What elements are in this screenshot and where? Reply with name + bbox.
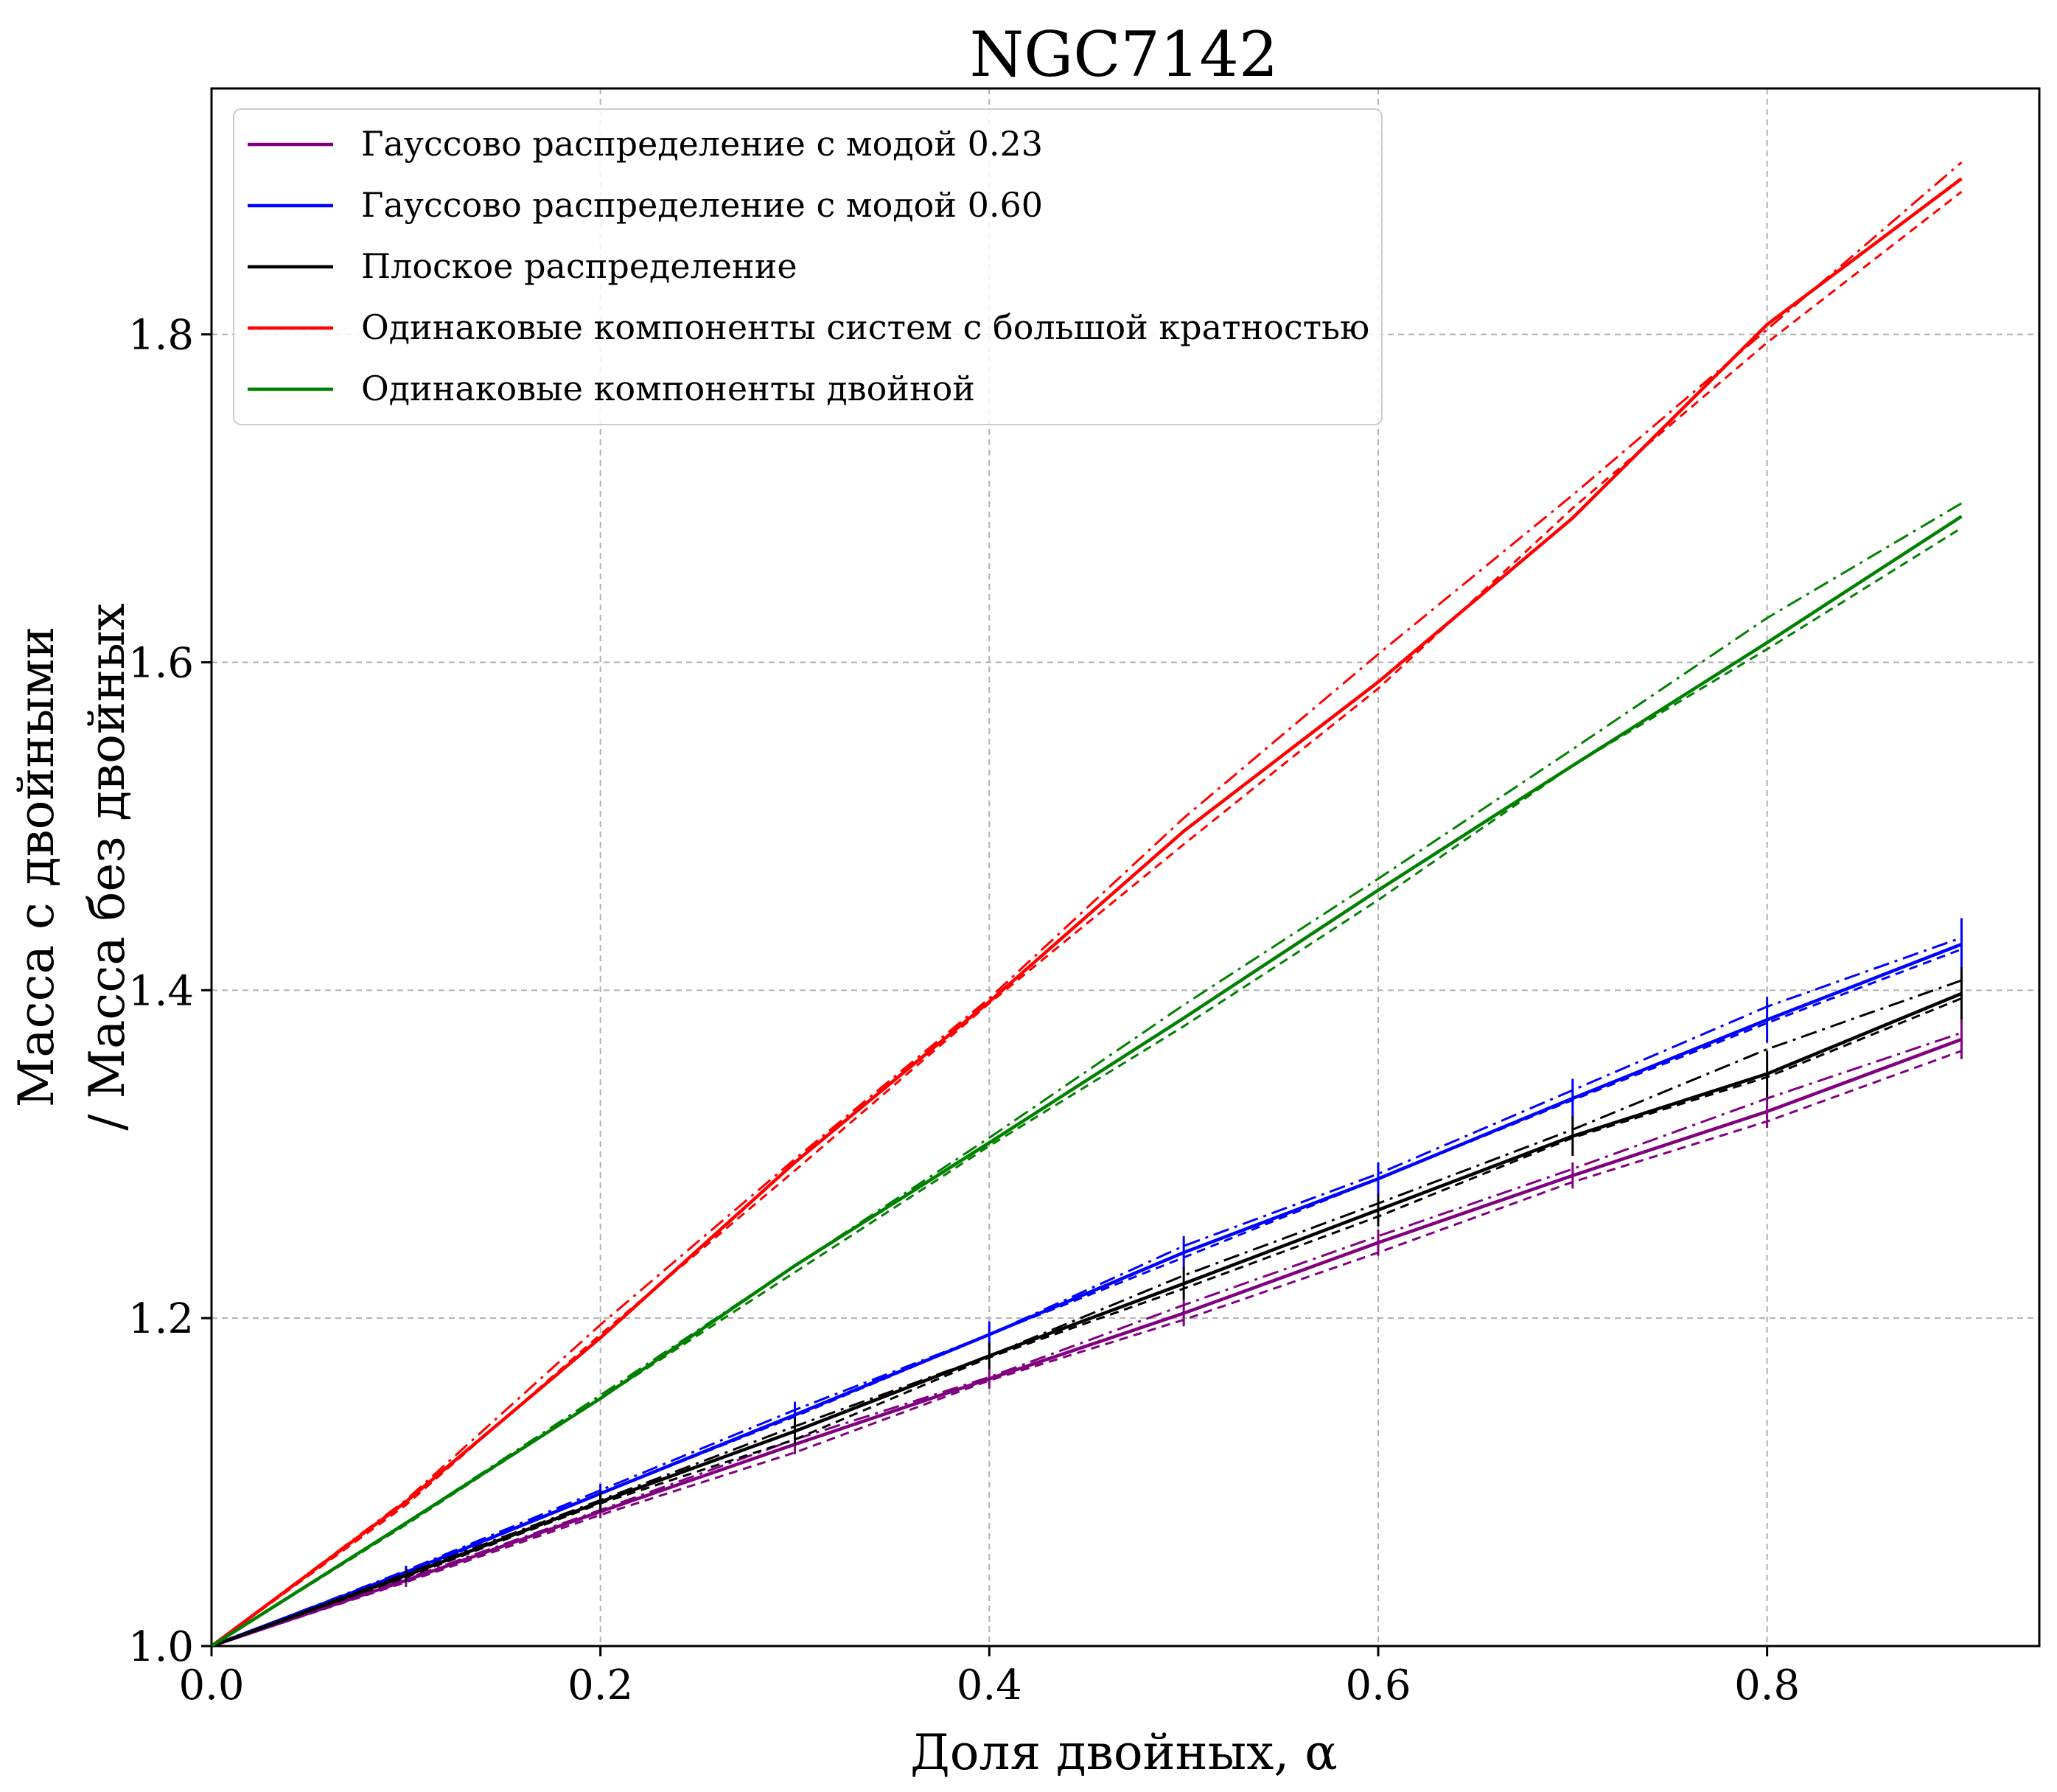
series-2-main-line (211, 991, 1963, 1648)
y-axis-title-line1: Масса с двойными (8, 627, 65, 1108)
series-0-lower-line (211, 1050, 1963, 1648)
y-tick-label-2: 1.4 (128, 967, 194, 1015)
y-axis-title-group: Масса с двойными / Масса без двойных (8, 603, 136, 1130)
plot-frame (210, 87, 2041, 1648)
legend: Гауссово распределение с модой 0.23 Гаусс… (233, 108, 1383, 425)
series-3 (210, 161, 1963, 1648)
x-tick-label-0: 0.0 (178, 1662, 244, 1709)
x-tick-label-3: 0.6 (1345, 1662, 1411, 1709)
legend-label-3: Одинаковые компоненты систем с большой к… (361, 307, 1369, 347)
series-0-main-line (211, 1037, 1963, 1648)
series-0-upper-line (211, 1031, 1962, 1648)
chart-title: NGC7142 (970, 18, 1279, 91)
series-4-main-line (210, 515, 1963, 1648)
x-tick-label-4: 0.8 (1734, 1662, 1800, 1709)
x-axis-title: Доля двойных, α (910, 1724, 1338, 1781)
legend-label-4: Одинаковые компоненты двойной (361, 369, 975, 408)
y-axis-title-line2: / Масса без двойных (79, 603, 136, 1130)
series-1-upper-line (211, 936, 1963, 1648)
legend-label-0: Гауссово распределение с модой 0.23 (361, 124, 1043, 164)
series-4-upper-line (211, 502, 1963, 1648)
series-2 (211, 967, 1963, 1648)
legend-label-1: Гауссово распределение с модой 0.60 (361, 185, 1043, 225)
series-layer (210, 161, 1963, 1648)
series-1-main-line (211, 942, 1963, 1648)
y-tick-label-3: 1.6 (128, 639, 194, 687)
y-ticks: 1.0 1.2 1.4 1.6 1.8 (128, 312, 212, 1671)
legend-label-2: Плоское распределение (361, 246, 797, 286)
series-4 (210, 502, 1963, 1648)
x-tick-label-2: 0.4 (957, 1662, 1022, 1709)
series-3-main-line (210, 177, 1963, 1648)
series-0 (211, 1019, 1963, 1648)
x-tick-label-1: 0.2 (567, 1662, 633, 1709)
x-ticks: 0.0 0.2 0.4 0.6 0.8 (178, 1646, 1800, 1709)
series-1 (211, 918, 1963, 1648)
legend-box (233, 108, 1383, 425)
y-tick-label-1: 1.2 (128, 1295, 194, 1343)
series-3-upper-line (211, 161, 1963, 1648)
y-tick-label-0: 1.0 (128, 1623, 194, 1671)
y-tick-label-4: 1.8 (128, 312, 194, 360)
